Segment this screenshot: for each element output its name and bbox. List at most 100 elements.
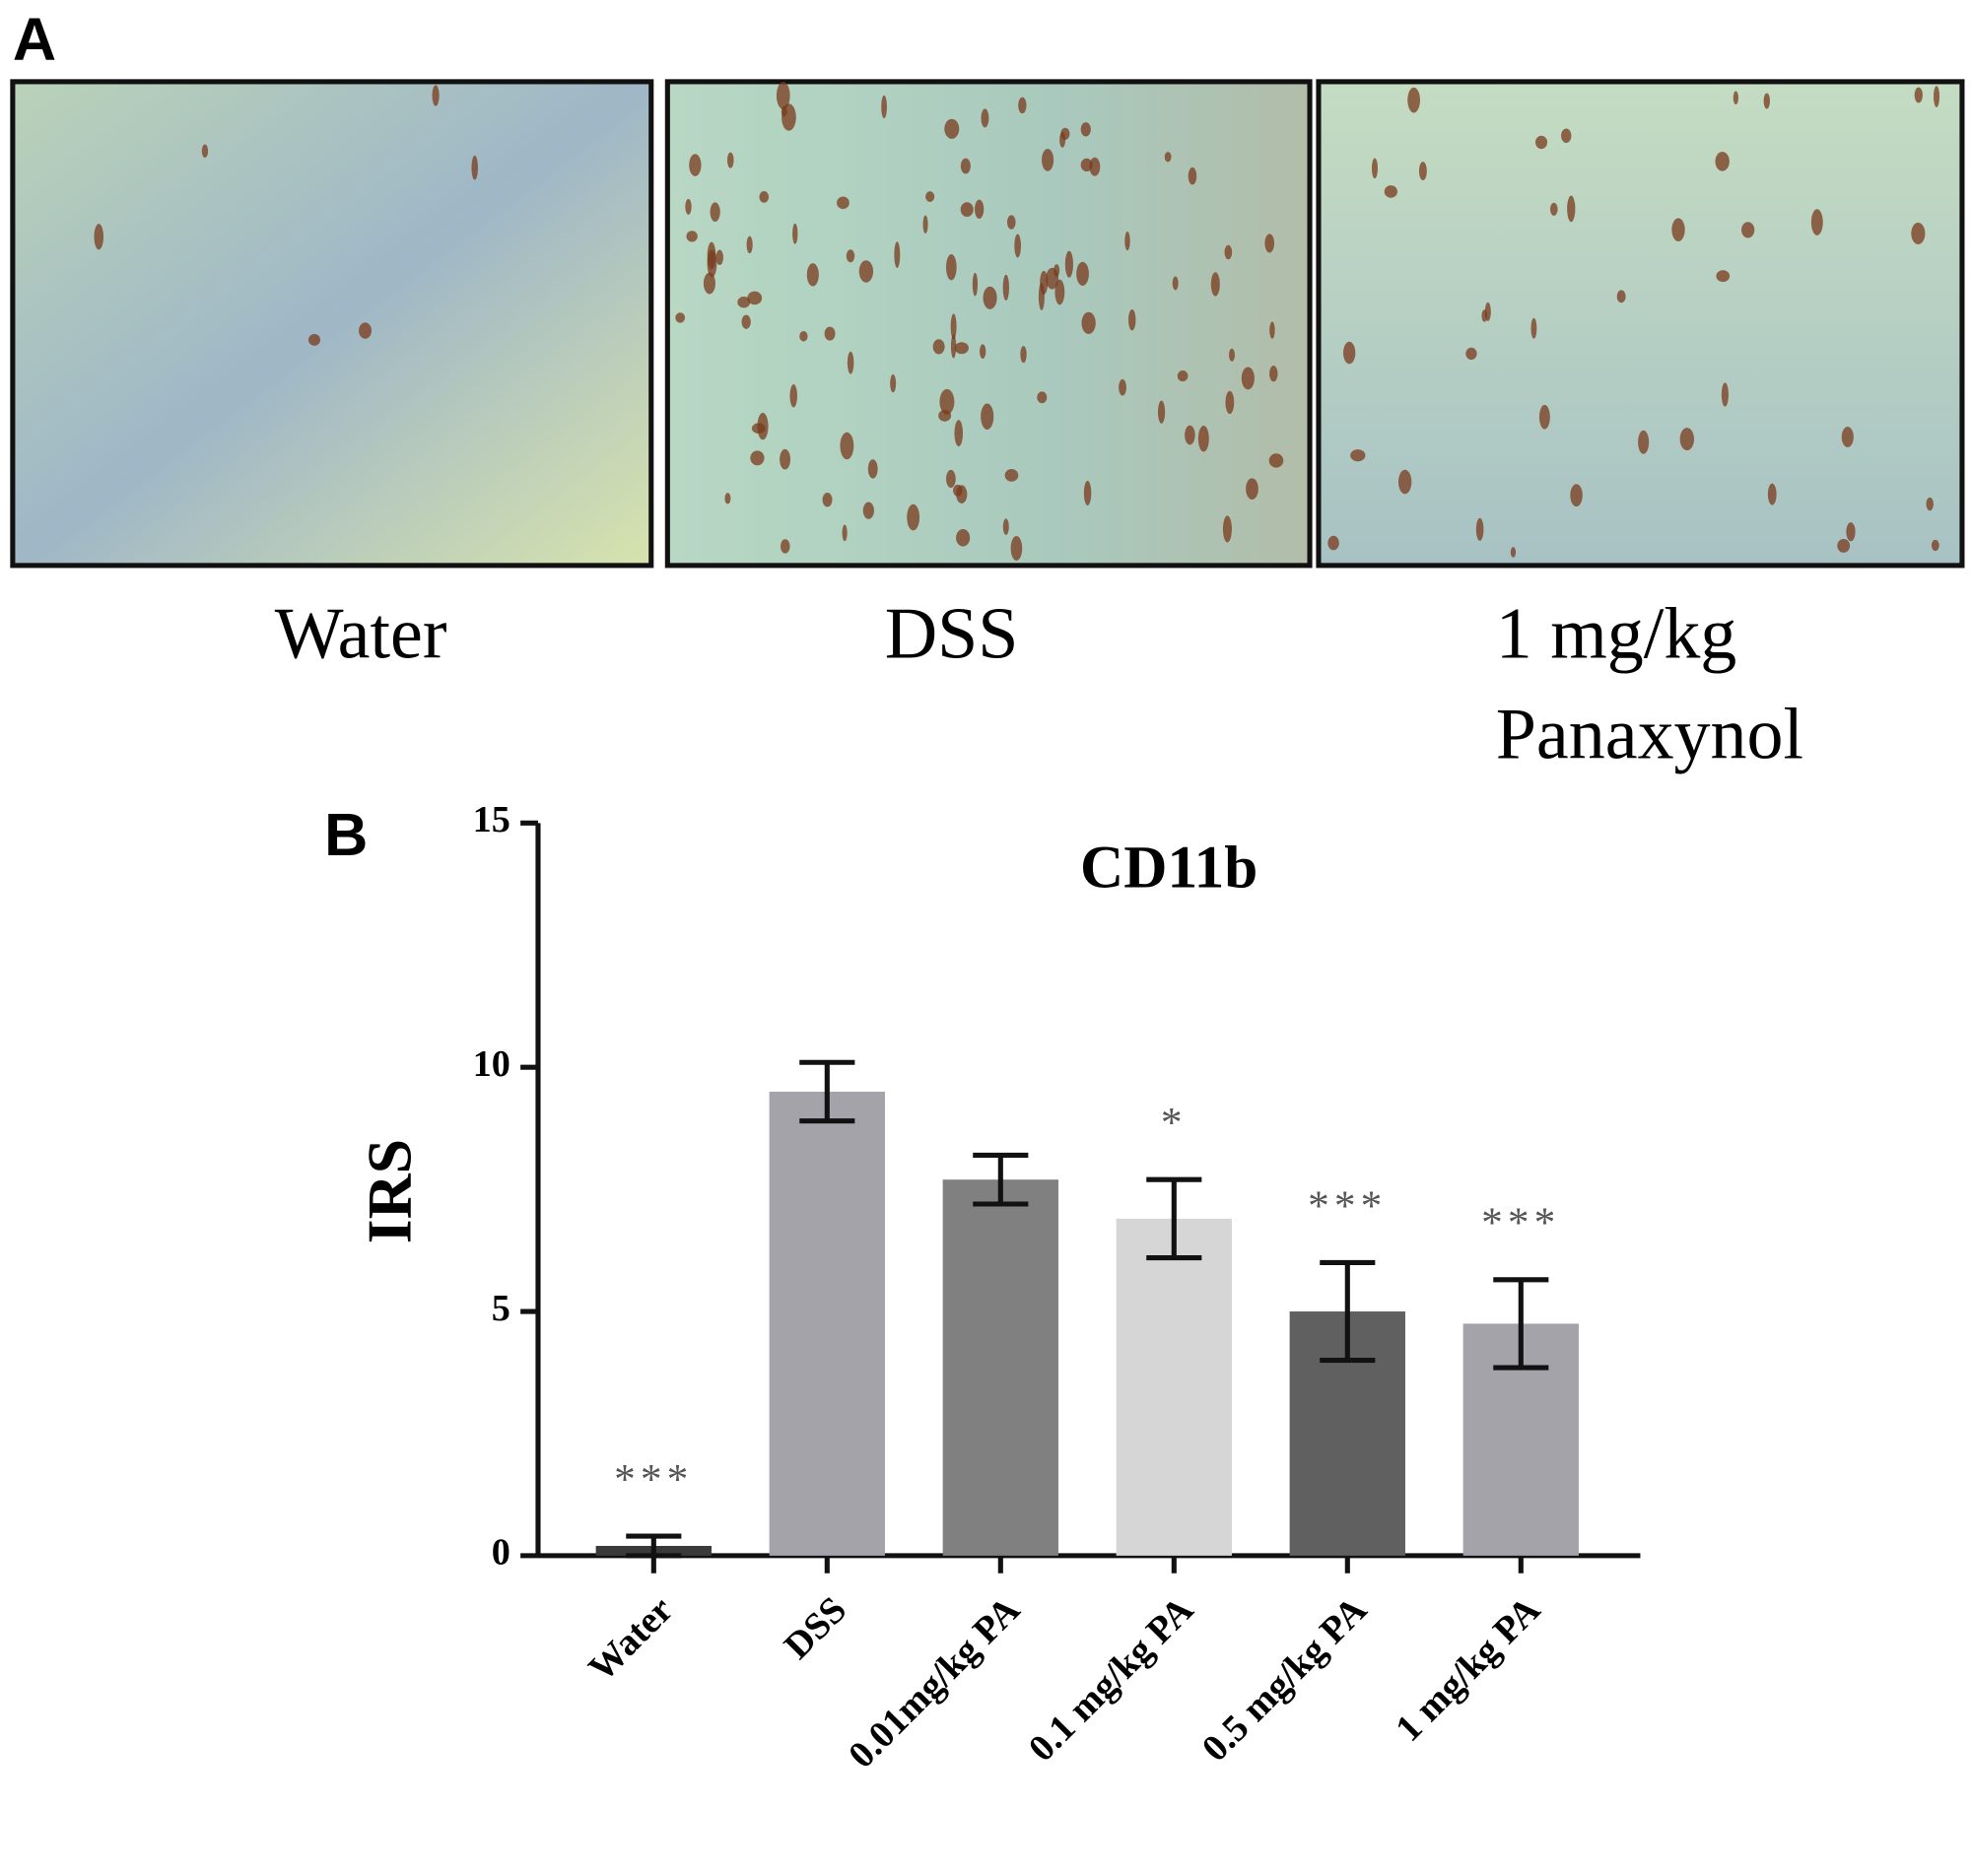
stain-dot bbox=[1616, 290, 1626, 303]
stain-dot bbox=[715, 249, 723, 265]
stain-dot bbox=[1679, 428, 1694, 451]
panel-label: A bbox=[13, 6, 56, 73]
stain-dot bbox=[1407, 87, 1420, 113]
stain-dot bbox=[960, 202, 974, 218]
stain-dot bbox=[1371, 158, 1379, 179]
x-tick-label: Water bbox=[580, 1589, 681, 1690]
stain-dot bbox=[1397, 469, 1412, 495]
stain-dot bbox=[1384, 185, 1398, 198]
stain-dot bbox=[471, 155, 478, 180]
stain-dot bbox=[1716, 270, 1731, 283]
stain-dot bbox=[1128, 309, 1136, 331]
stain-dot bbox=[432, 85, 440, 106]
stain-dot bbox=[894, 241, 901, 268]
y-tick-label: 0 bbox=[492, 1532, 510, 1574]
stain-dot bbox=[1197, 426, 1209, 452]
stain-dot bbox=[1002, 274, 1009, 302]
stain-dot bbox=[1054, 279, 1065, 305]
stain-dot bbox=[1002, 518, 1009, 535]
stain-dot bbox=[1767, 483, 1777, 505]
stain-dot bbox=[1177, 370, 1189, 382]
stain-dot bbox=[1418, 162, 1427, 181]
y-tick-label: 10 bbox=[473, 1043, 510, 1085]
stain-dot bbox=[1510, 547, 1517, 558]
stain-dot bbox=[1076, 261, 1089, 286]
stain-dot bbox=[846, 249, 855, 263]
significance-label: *** bbox=[1481, 1199, 1560, 1246]
stain-dot bbox=[741, 314, 751, 329]
stain-dot bbox=[862, 502, 874, 519]
stain-dot bbox=[1264, 234, 1275, 253]
stain-dot bbox=[1343, 341, 1356, 365]
image-caption: 1 mg/kg bbox=[1496, 593, 1737, 674]
stain-dot bbox=[1222, 515, 1232, 543]
stain-dot bbox=[975, 199, 985, 219]
stain-dot bbox=[1268, 453, 1284, 468]
stain-dot bbox=[747, 291, 763, 305]
error-bar bbox=[973, 1152, 1029, 1207]
error-bar bbox=[799, 1059, 855, 1124]
stain-dot bbox=[956, 529, 971, 547]
stain-dot bbox=[1042, 148, 1054, 171]
stain-dot bbox=[737, 297, 751, 308]
stain-dot bbox=[1224, 244, 1233, 260]
stain-dot bbox=[780, 448, 791, 470]
stain-dot bbox=[1018, 97, 1027, 114]
stain-dot bbox=[822, 493, 833, 507]
stain-dot bbox=[1269, 321, 1275, 339]
stain-dot bbox=[1038, 283, 1045, 310]
stain-dot bbox=[960, 158, 971, 174]
stain-dot bbox=[689, 154, 702, 176]
stain-dot bbox=[1570, 484, 1583, 507]
stain-dot bbox=[981, 108, 989, 128]
stain-dot bbox=[675, 312, 686, 323]
stain-dot bbox=[944, 118, 960, 139]
stain-dot bbox=[1225, 390, 1235, 415]
stain-dot bbox=[759, 190, 770, 203]
stain-dot bbox=[1715, 151, 1730, 171]
y-axis-label: IRS bbox=[354, 1139, 424, 1243]
x-tick-label: 0.01mg/kg PA bbox=[841, 1589, 1028, 1776]
stain-dot bbox=[881, 95, 887, 119]
stain-dot bbox=[1010, 535, 1023, 561]
y-tick-label: 5 bbox=[492, 1288, 510, 1329]
stain-dot bbox=[1933, 86, 1940, 107]
significance-label: *** bbox=[614, 1455, 693, 1503]
stain-dot bbox=[780, 539, 790, 554]
image-caption: Water bbox=[275, 593, 447, 674]
stain-dot bbox=[1481, 309, 1488, 322]
stain-dot bbox=[1638, 430, 1650, 454]
stain-dot bbox=[1926, 497, 1934, 511]
bar bbox=[942, 1179, 1058, 1556]
stain-dot bbox=[1931, 539, 1939, 552]
significance-label: *** bbox=[1308, 1182, 1387, 1230]
stain-dot bbox=[726, 152, 734, 168]
stain-dot bbox=[799, 331, 808, 342]
error-bar bbox=[1146, 1176, 1202, 1261]
y-tick-label: 15 bbox=[473, 799, 510, 840]
stain-dot bbox=[1124, 232, 1130, 251]
stain-dot bbox=[953, 484, 963, 497]
stain-dot bbox=[1327, 535, 1339, 551]
stain-dot bbox=[907, 503, 920, 531]
stain-dot bbox=[954, 342, 969, 355]
stain-dot bbox=[746, 235, 753, 254]
stain-dot bbox=[1837, 538, 1851, 553]
stain-dot bbox=[359, 322, 372, 339]
stain-dot bbox=[724, 493, 731, 504]
stain-dot bbox=[1741, 222, 1755, 238]
stain-dot bbox=[938, 410, 952, 422]
stain-dot bbox=[980, 344, 986, 359]
stain-dot bbox=[686, 231, 698, 242]
stain-dot bbox=[1911, 222, 1926, 245]
stain-dot bbox=[842, 524, 848, 542]
micrograph bbox=[664, 79, 1313, 569]
stain-dot bbox=[1188, 167, 1197, 185]
bar bbox=[769, 1091, 885, 1556]
stain-dot bbox=[757, 412, 769, 440]
stain-dot bbox=[824, 326, 836, 341]
stain-dot bbox=[1020, 346, 1027, 364]
stain-dot bbox=[1006, 215, 1016, 230]
error-bar bbox=[626, 1533, 682, 1559]
